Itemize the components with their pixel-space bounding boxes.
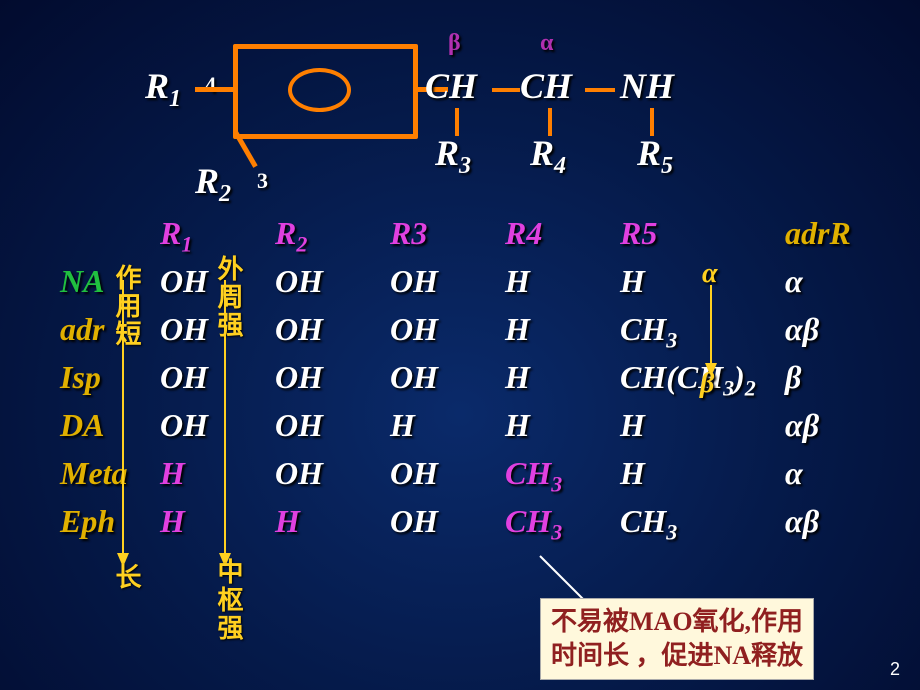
hdr-adr: adrR <box>785 215 860 252</box>
ring-ellipse <box>288 68 351 112</box>
ch-alpha: CH <box>520 65 572 107</box>
bond-ch-nh <box>585 88 615 92</box>
ch-beta: CH <box>425 65 477 107</box>
bond-r1 <box>195 87 235 92</box>
r5-label: R5 <box>637 132 673 180</box>
alpha-label: α <box>540 30 553 57</box>
hdr-r5: R5 <box>620 215 785 252</box>
bond-ch-ch <box>492 88 520 92</box>
table-row: MetaHOHOHCH3Hα <box>60 455 860 503</box>
table-row: NAOHOHOHHHα <box>60 263 860 311</box>
ab-bottom: β <box>700 368 714 400</box>
ab-shaft <box>710 285 712 365</box>
hdr-r3: R3 <box>390 215 505 252</box>
arrow1-shaft <box>122 280 124 555</box>
table-row: adrOHOHOHHCH3αβ <box>60 311 860 359</box>
r2-label: R2 <box>195 160 231 208</box>
hdr-r4: R4 <box>505 215 620 252</box>
nh: NH <box>620 65 674 107</box>
pos4-label: 4 <box>205 72 216 98</box>
page-number: 2 <box>890 659 900 680</box>
col2-bottom-label: 中枢强 <box>210 558 247 642</box>
pos3-label: 3 <box>257 168 268 194</box>
arrow2-shaft <box>224 280 226 555</box>
table-body: NAOHOHOHHHαadrOHOHOHHCH3αβIspOHOHOHHCH(C… <box>60 263 860 551</box>
beta-label: β <box>448 30 461 57</box>
note-box: 不易被MAO氧化,作用 时间长 ，促进NA释放 <box>540 598 814 680</box>
table-row: DAOHOHHHHαβ <box>60 407 860 455</box>
hdr-r1: R1 <box>160 215 275 257</box>
structure-diagram: R1 4 R2 3 β α CH CH NH R3 R4 R5 <box>145 40 845 210</box>
col1-bottom-label: 长 <box>108 563 145 591</box>
r1-label: R1 <box>145 65 181 113</box>
r4-label: R4 <box>530 132 566 180</box>
col2-top-label: 外周强 <box>210 255 247 339</box>
table-row: EphHHOHCH3CH3αβ <box>60 503 860 551</box>
table-header: R1 R2 2 R3 R4 R5 adrR <box>60 215 860 263</box>
col1-top-label: 作用短 <box>108 264 145 348</box>
substituent-table: R1 R2 2 R3 R4 R5 adrR NAOHOHOHHHαadrOHOH… <box>60 215 860 551</box>
hdr-r2: R2 <box>275 215 390 257</box>
r3-label: R3 <box>435 132 471 180</box>
table-row: IspOHOHOHHCH(CH3)2β <box>60 359 860 407</box>
